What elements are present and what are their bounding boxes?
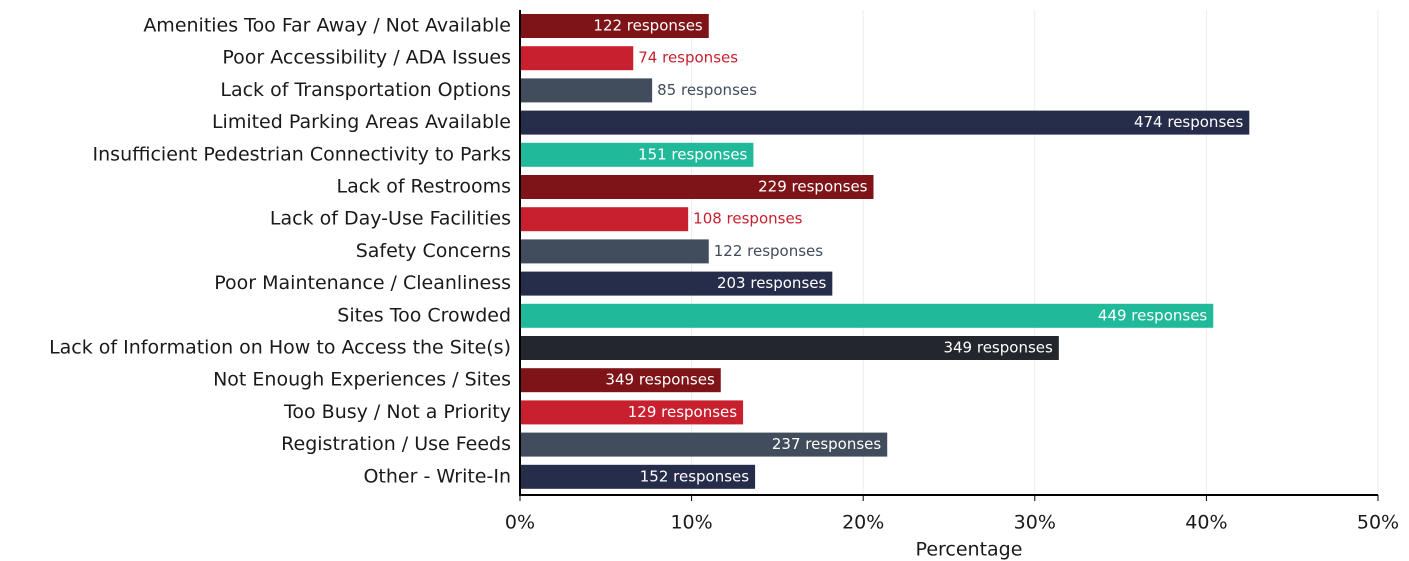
bar: [520, 368, 721, 393]
data-label: 152 responses: [640, 467, 750, 485]
y-tick-label: Not Enough Experiences / Sites: [213, 369, 511, 391]
y-tick-label: Too Busy / Not a Priority: [283, 401, 511, 423]
data-label: 349 responses: [943, 339, 1053, 357]
data-label: 85 responses: [657, 81, 757, 99]
bar: [520, 239, 709, 264]
x-tick-label: 50%: [1357, 512, 1399, 534]
y-tick-label: Safety Concerns: [356, 240, 511, 262]
y-tick-label: Other - Write-In: [363, 465, 511, 487]
data-label: 474 responses: [1134, 113, 1244, 131]
y-tick-label: Registration / Use Feeds: [281, 433, 511, 455]
x-tick-label: 20%: [842, 512, 884, 534]
data-label: 108 responses: [693, 210, 803, 228]
y-tick-label: Sites Too Crowded: [337, 304, 511, 326]
bar: [520, 432, 888, 457]
x-tick-label: 10%: [670, 512, 712, 534]
y-tick-label: Poor Maintenance / Cleanliness: [214, 272, 511, 294]
x-axis-label: Percentage: [916, 539, 1023, 561]
data-label: 74 responses: [638, 49, 738, 67]
bar: [520, 336, 1059, 360]
y-tick-label: Lack of Information on How to Access the…: [49, 337, 511, 359]
bar: [520, 110, 1250, 135]
bar: [520, 271, 833, 296]
data-label: 349 responses: [605, 371, 715, 389]
y-tick-label: Limited Parking Areas Available: [212, 111, 511, 133]
data-label: 129 responses: [628, 403, 738, 421]
y-tick-label: Insufficient Pedestrian Connectivity to …: [93, 143, 511, 165]
data-label: 449 responses: [1098, 306, 1208, 324]
data-label: 203 responses: [717, 274, 827, 292]
bar: [520, 464, 756, 489]
y-tick-label: Poor Accessibility / ADA Issues: [222, 47, 511, 69]
x-tick-label: 0%: [505, 512, 535, 534]
bar: [520, 207, 689, 232]
bar: [520, 142, 754, 167]
data-label: 122 responses: [593, 17, 703, 35]
y-tick-label: Lack of Restrooms: [336, 176, 511, 198]
y-tick-label: Lack of Transportation Options: [220, 79, 511, 101]
bar: [520, 175, 874, 199]
x-tick-label: 40%: [1185, 512, 1227, 534]
data-label: 122 responses: [714, 242, 824, 260]
bar: [520, 46, 634, 71]
y-tick-label: Lack of Day-Use Facilities: [270, 208, 511, 230]
bar: [520, 14, 709, 38]
y-tick-label: Amenities Too Far Away / Not Available: [143, 15, 511, 37]
data-label: 237 responses: [772, 435, 882, 453]
data-label: 229 responses: [758, 178, 868, 196]
bar: [520, 78, 653, 103]
bar: [520, 303, 1214, 328]
data-label: 151 responses: [638, 145, 748, 163]
x-tick-label: 30%: [1014, 512, 1056, 534]
bar: [520, 400, 744, 425]
